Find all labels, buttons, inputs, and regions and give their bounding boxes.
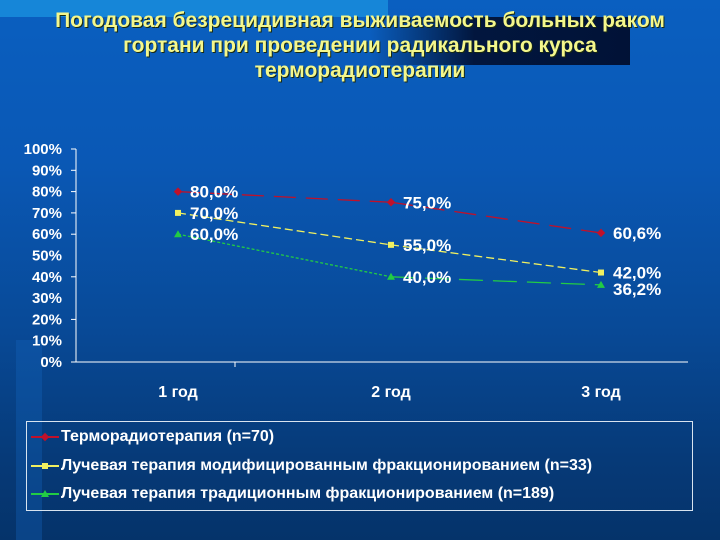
series-line-segment: [390, 276, 602, 286]
title-line-2: гортани при проведении радикального курс…: [123, 34, 597, 57]
y-tick-label: 50%: [32, 248, 62, 265]
legend-item-traditional-fractionation: Лучевая терапия традиционным фракциониро…: [27, 484, 554, 504]
title-line-1: Погодовая безрецидивная выживаемость бол…: [55, 9, 665, 32]
data-label: 60,0%: [190, 225, 238, 244]
diamond-marker-icon: [173, 187, 183, 196]
data-labels: 80,0% 75,0% 60,6% 70,0% 55,0% 42,0% 60,0% 40,0%…: [190, 183, 661, 299]
data-label: 36,2%: [613, 280, 661, 299]
square-marker-icon: [388, 241, 394, 248]
legend-red-diamond-icon: [31, 431, 59, 443]
series-line-segment: [177, 190, 392, 203]
x-tick-label: 3 год: [581, 384, 621, 401]
y-tick-label: 10%: [32, 333, 62, 350]
background-top-band: [0, 0, 388, 17]
legend-green-triangle-icon: [31, 488, 59, 500]
y-tick-label: 70%: [32, 205, 62, 222]
diamond-marker-icon: [386, 198, 396, 207]
y-tick-label: 80%: [32, 184, 62, 201]
data-label: 70,0%: [190, 204, 238, 223]
y-tick-labels: 100% 90% 80% 70% 60% 50% 40% 30% 20% 10% 0%: [24, 141, 62, 371]
triangle-marker-icon: [174, 230, 182, 238]
chart-legend: Терморадиотерапия (n=70) Лучевая терапия…: [26, 421, 693, 511]
series-line-segment: [390, 201, 602, 234]
diamond-marker-icon: [596, 228, 606, 238]
series-line-segment: [177, 233, 392, 278]
y-tick-label: 60%: [32, 226, 62, 243]
x-tick-labels: 1 год 2 год 3 год: [158, 384, 621, 401]
y-tick-label: 20%: [32, 311, 62, 328]
data-label: 40,0%: [403, 268, 451, 287]
title-line-3: терморадиотерапии: [254, 59, 466, 82]
data-label: 55,0%: [403, 236, 451, 255]
chart-axes: [71, 148, 688, 367]
title-shadow: [370, 17, 630, 65]
y-tick-label: 90%: [32, 162, 62, 179]
triangle-marker-icon: [387, 272, 395, 280]
legend-label: Лучевая терапия модифицированным фракцио…: [61, 457, 593, 474]
y-tick-label: 100%: [24, 141, 62, 158]
y-tick-label: 30%: [32, 290, 62, 307]
triangle-marker-icon: [597, 280, 605, 288]
data-label: 80,0%: [190, 183, 238, 202]
y-tick-label: 0%: [40, 354, 62, 371]
y-tick-label: 40%: [32, 269, 62, 286]
background-left-strip: [16, 340, 42, 540]
legend-item-thermoradiotherapy: Терморадиотерапия (n=70): [27, 427, 274, 447]
legend-yellow-square-icon: [31, 460, 59, 472]
data-label: 75,0%: [403, 193, 451, 212]
data-series: [173, 187, 606, 288]
x-tick-label: 1 год: [158, 384, 198, 401]
x-tick-label: 2 год: [371, 384, 411, 401]
data-label: 42,0%: [613, 264, 661, 283]
legend-label: Лучевая терапия традиционным фракциониро…: [61, 485, 555, 502]
square-marker-icon: [175, 209, 181, 216]
legend-item-modified-fractionation: Лучевая терапия модифицированным фракцио…: [27, 456, 592, 476]
slide-title: Погодовая безрецидивная выживаемость бол…: [0, 8, 720, 83]
legend-label: Терморадиотерапия (n=70): [61, 428, 275, 445]
data-label: 60,6%: [613, 224, 661, 243]
square-marker-icon: [598, 269, 604, 276]
